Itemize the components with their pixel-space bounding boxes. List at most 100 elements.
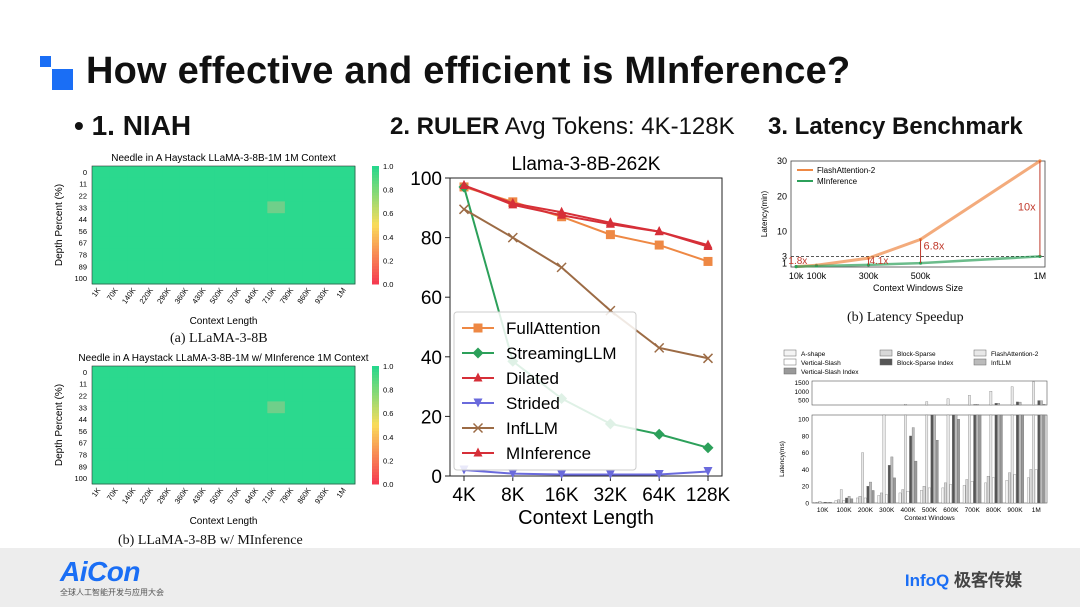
ruler-point-infllm xyxy=(654,342,665,353)
heatmap-cell xyxy=(249,236,268,250)
heatmap-cell xyxy=(267,436,286,450)
heatmap-cell xyxy=(232,166,251,179)
heatmap-x-tick: 1K xyxy=(90,286,103,299)
heatmap-cell xyxy=(127,401,146,414)
heatmap-cell xyxy=(319,248,338,261)
colorbar-segment xyxy=(372,439,379,444)
bar-legend-label: A-shape xyxy=(801,351,826,358)
colorbar-segment xyxy=(372,463,379,467)
heatmap-cell xyxy=(249,377,268,391)
heatmap-cell xyxy=(92,425,111,438)
heatmap-cell xyxy=(214,436,233,450)
ruler-point-infllm xyxy=(458,204,470,215)
colorbar-segment xyxy=(372,481,379,485)
ruler-y-tick: 80 xyxy=(421,229,442,250)
bar xyxy=(920,490,923,504)
ruler-y-tick: 40 xyxy=(421,348,442,369)
heatmap-cell xyxy=(232,472,251,485)
heatmap-cell xyxy=(92,460,111,473)
latency-y-tick: 10 xyxy=(777,227,787,237)
heatmap-cell xyxy=(337,248,356,261)
heatmap-cell xyxy=(319,448,338,461)
bar-y-tick-upper: 1500 xyxy=(795,380,810,387)
footer-bar xyxy=(0,548,1080,607)
heatmap-cell xyxy=(109,236,128,250)
heatmap-cell xyxy=(162,377,181,391)
heatmap-title: Needle in A Haystack LLaMA-3-8B-1M 1M Co… xyxy=(111,153,336,164)
heatmap-cell xyxy=(267,389,286,402)
bar xyxy=(1018,414,1022,504)
heatmap-cell xyxy=(179,366,198,379)
bar-legend-swatch xyxy=(783,358,797,366)
ruler-point-fullattention xyxy=(703,256,713,266)
latency-point-flashattention-2 xyxy=(866,256,871,260)
heatmap-cell xyxy=(302,201,321,214)
bar-x-tick: 200K xyxy=(858,507,874,514)
heatmap-cell xyxy=(92,377,111,391)
niah-heatmap-a: Needle in A Haystack LLaMA-3-8B-1M 1M Co… xyxy=(54,153,393,327)
heatmap-cell xyxy=(179,201,198,214)
heatmap-cell xyxy=(319,377,338,391)
bar xyxy=(957,419,960,504)
heatmap-cell xyxy=(232,260,251,273)
heatmap-cell xyxy=(284,213,303,226)
bar xyxy=(813,502,816,504)
heatmap-cell xyxy=(197,225,216,238)
niah-heatmap-b: Needle in A Haystack LLaMA-3-8B-1M w/ MI… xyxy=(54,353,393,527)
bar xyxy=(858,496,862,504)
bar-x-tick: 600K xyxy=(943,507,959,514)
heatmap-cell xyxy=(109,225,128,238)
heatmap-cell xyxy=(319,225,338,238)
heatmap-cell xyxy=(179,448,198,461)
heatmap-cell xyxy=(267,213,286,226)
colorbar-tick: 0.0 xyxy=(383,280,393,289)
bar xyxy=(1010,414,1014,504)
heatmap-x-tick: 70K xyxy=(105,486,120,502)
heatmap-x-tick: 500K xyxy=(208,486,225,506)
heatmap-cell xyxy=(319,460,338,473)
latency-plot-frame xyxy=(790,160,1046,268)
bar xyxy=(949,484,953,504)
bar-y-tick-lower: 0 xyxy=(805,501,809,508)
heatmap-cell xyxy=(127,460,146,473)
heatmap-cell xyxy=(92,389,111,402)
heatmap-cell xyxy=(162,189,181,202)
heatmap-cell xyxy=(92,248,111,261)
colorbar-segment xyxy=(372,436,379,441)
bar-upper xyxy=(1016,401,1019,406)
bar xyxy=(842,500,846,504)
latency-x-tick: 500k xyxy=(911,271,931,281)
heatmap-cell xyxy=(249,201,268,214)
heatmap-cell xyxy=(92,272,111,285)
heatmap-cell xyxy=(179,189,198,202)
heatmap-cell xyxy=(197,236,216,250)
bar xyxy=(815,502,819,504)
heatmap-cell xyxy=(267,236,286,250)
heatmap-cell xyxy=(337,413,356,426)
latency-line-chart: 13 10 20 30 10k 100k 300k 500k 1M Context Windows… xyxy=(760,156,1046,293)
bar xyxy=(1032,414,1035,504)
ruler-point-infllm xyxy=(556,262,567,273)
heatmap-cell xyxy=(144,201,163,214)
bar xyxy=(839,489,843,504)
bar xyxy=(922,486,926,504)
section-latency: 3. Latency Benchmark xyxy=(768,113,1023,140)
heatmap-cell xyxy=(197,377,216,391)
heatmap-x-tick: 930K xyxy=(313,286,330,306)
ruler-x-tick: 32K xyxy=(593,485,627,506)
heatmap-cell xyxy=(319,389,338,402)
latency-point-minference xyxy=(866,263,871,267)
colorbar-segment xyxy=(372,386,379,391)
colorbar-segment xyxy=(372,198,379,202)
bar-x-tick: 300K xyxy=(879,507,895,514)
heatmap-cell xyxy=(249,166,268,179)
ruler-point-fullattention xyxy=(654,240,664,250)
heatmap-cell xyxy=(109,213,128,226)
bar xyxy=(965,479,969,504)
heatmap-cell xyxy=(267,448,286,461)
heatmap-cell xyxy=(127,272,146,285)
ruler-point-minference xyxy=(459,179,469,189)
colorbar-segment xyxy=(372,413,379,417)
heatmap-cell xyxy=(127,436,146,450)
heatmap-x-tick: 570K xyxy=(225,286,242,306)
